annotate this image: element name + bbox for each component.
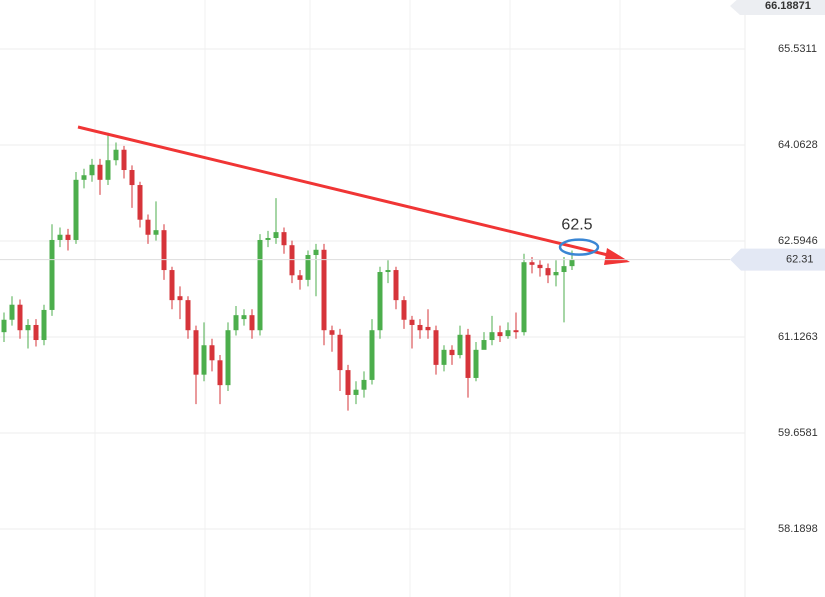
candle-body [393, 270, 399, 301]
candle-body [9, 304, 15, 320]
candle-body [137, 185, 143, 220]
candle-body [321, 249, 327, 331]
candle-body [41, 309, 47, 341]
candle-body [337, 334, 343, 371]
candle-body [105, 160, 111, 180]
candle-body [25, 324, 31, 331]
candle-body [401, 300, 407, 320]
candle-body [289, 245, 295, 276]
candle-body [489, 332, 495, 341]
candle-body [193, 330, 199, 375]
candle-body [369, 330, 375, 380]
y-tick-label: 58.1898 [778, 523, 818, 535]
candle-body [377, 272, 383, 331]
candle-body [177, 296, 183, 301]
candle-body [385, 270, 391, 273]
candle-body [169, 270, 175, 301]
top-value-box [730, 0, 825, 15]
time-grid [94, 0, 621, 597]
candle-body [345, 370, 351, 395]
candle-body [561, 266, 567, 273]
plot: 58.1898 59.6581 61.1263 62.5946 64.0628 65.53… [0, 43, 818, 535]
candle-body [281, 232, 287, 246]
candle-body [185, 300, 191, 331]
target-label: 62.5 [561, 216, 592, 233]
y-tick-label: 64.0628 [778, 139, 818, 151]
current-price-box [730, 248, 825, 271]
candle-body [457, 334, 463, 356]
candle-body [521, 262, 527, 333]
top-value-label: 66.18871 [765, 0, 811, 12]
candle-body [417, 324, 423, 331]
candle-body [17, 304, 23, 331]
y-tick-label: 65.5311 [778, 43, 817, 55]
candle-body [209, 345, 215, 361]
candle-body [329, 330, 335, 335]
candle-body [529, 262, 535, 265]
candle-body [497, 332, 503, 337]
candle-body [33, 324, 39, 341]
candle-body [473, 349, 479, 378]
candle-body [441, 349, 447, 365]
y-tick-label: 59.6581 [778, 427, 818, 439]
trend-line [77, 125, 613, 258]
candle-body [425, 326, 431, 331]
candle-body [265, 238, 271, 240]
candle-body [353, 389, 359, 395]
candle-body [217, 360, 223, 386]
candle-body [465, 334, 471, 378]
candle-body [545, 268, 551, 276]
candle-body [153, 230, 159, 235]
candle-body [89, 164, 95, 176]
trend-arrow [77, 125, 630, 265]
target-ellipse [558, 238, 600, 256]
candle-body [409, 319, 415, 325]
y-tick-label: 61.1263 [778, 331, 818, 343]
arrow-head [604, 248, 630, 265]
candle-body [257, 239, 263, 331]
candle-body [273, 232, 279, 239]
candle-body [81, 175, 87, 180]
candle-body [297, 275, 303, 280]
candle-body [361, 379, 367, 390]
candle-body [65, 234, 71, 240]
candle-body [225, 330, 231, 386]
candle-body [537, 264, 543, 269]
candle-body [161, 230, 167, 271]
candle-body [553, 272, 559, 276]
candle-body [145, 219, 151, 235]
candle-body [129, 170, 135, 186]
candle-body [73, 179, 79, 240]
current-price-label: 62.31 [786, 253, 814, 265]
candle-body [505, 330, 511, 337]
candle-body [113, 149, 119, 161]
candle-body [481, 340, 487, 350]
candle-body [249, 315, 255, 331]
candle-body [97, 164, 103, 180]
candle-body [449, 349, 455, 356]
candle-body [201, 345, 207, 375]
candle-body [433, 330, 439, 365]
candle-body [121, 149, 127, 171]
candle-body [305, 255, 311, 280]
candle-body [49, 239, 55, 310]
candle-body [513, 330, 519, 333]
candle-body [313, 249, 319, 256]
candle-body [241, 315, 247, 320]
candle-body [233, 315, 239, 331]
candle-body [569, 259, 575, 267]
candle-body [57, 234, 63, 240]
candle-body [1, 319, 7, 333]
y-tick-label: 62.5946 [778, 235, 818, 247]
